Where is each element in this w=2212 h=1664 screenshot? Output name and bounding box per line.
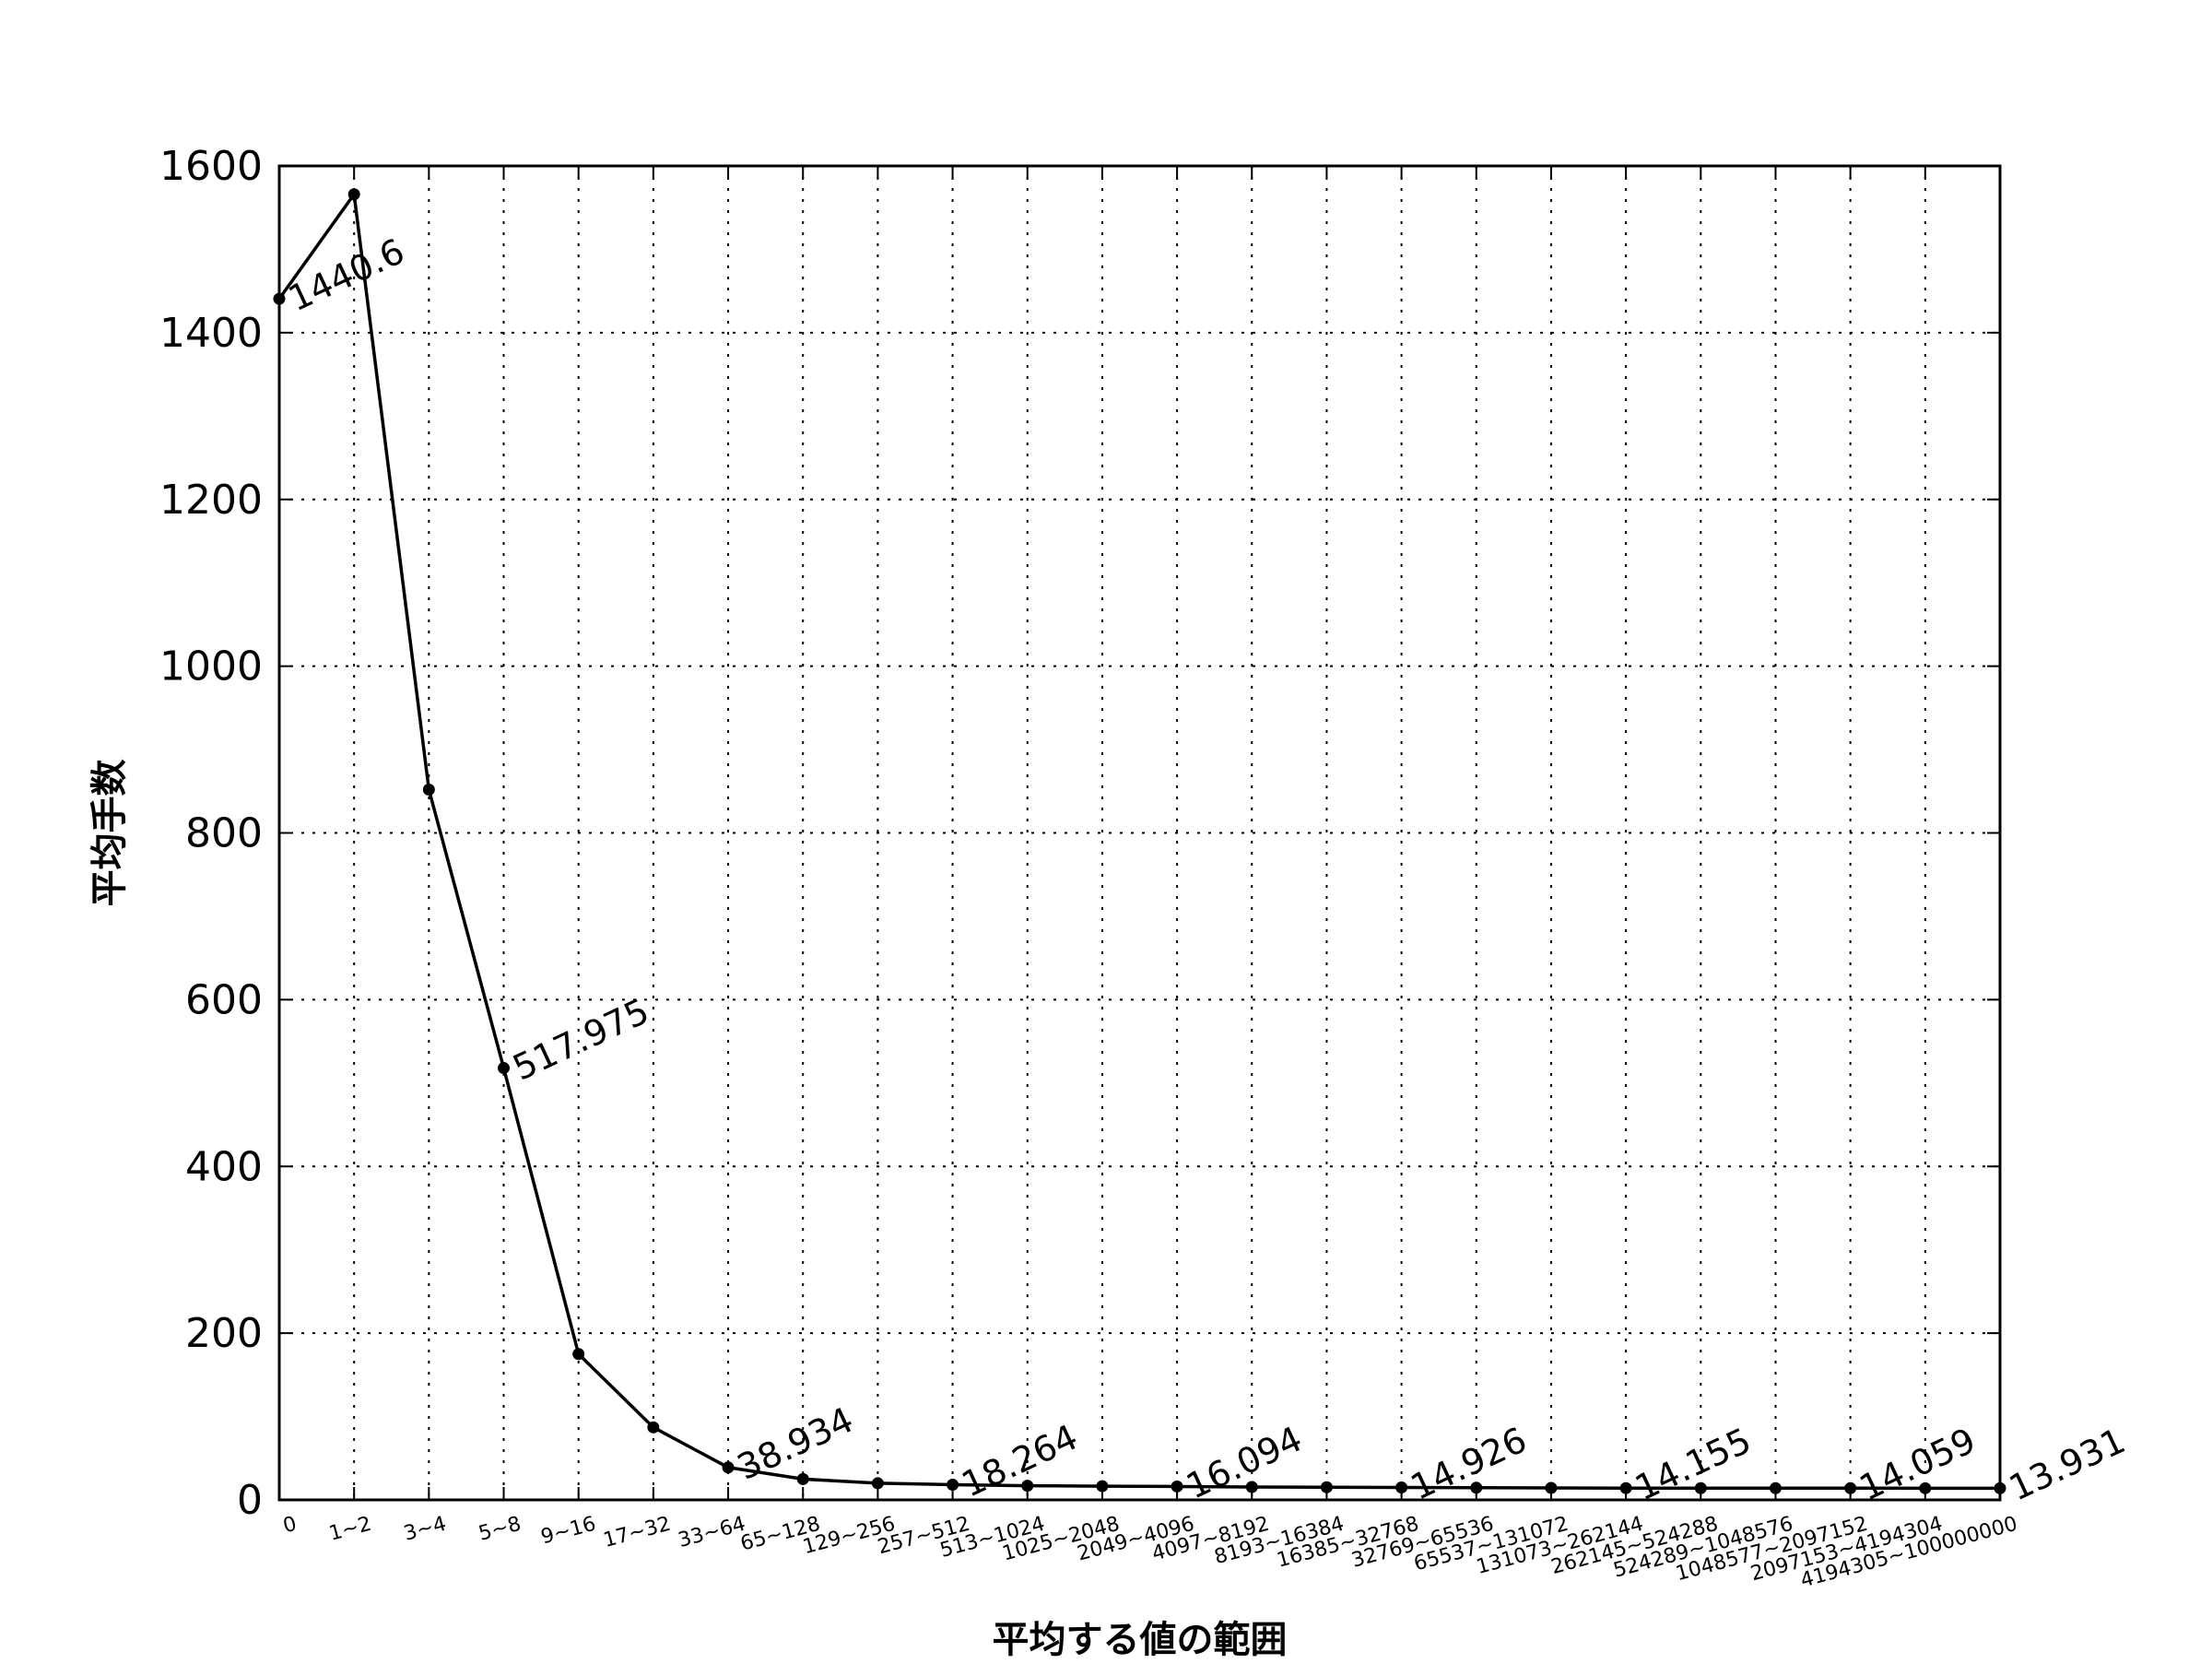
data-point bbox=[871, 1477, 884, 1490]
data-labels: 1440.6 517.975 38.934 18.264 16.094 14.926 14.… bbox=[282, 230, 2131, 1508]
data-point bbox=[1096, 1480, 1109, 1493]
x-tick-label: 3~4 bbox=[402, 1513, 449, 1546]
y-tick-label: 1400 bbox=[159, 310, 263, 357]
y-tick-label: 0 bbox=[237, 1477, 263, 1524]
data-label: 38.934 bbox=[731, 1399, 859, 1488]
data-label: 14.059 bbox=[1853, 1420, 1982, 1508]
y-tick-label: 200 bbox=[185, 1310, 263, 1357]
x-axis-label: 平均する値の範囲 bbox=[993, 1618, 1288, 1659]
series-line bbox=[277, 192, 2001, 1491]
y-tick-label: 1000 bbox=[159, 643, 263, 690]
x-tick-label: 17~32 bbox=[601, 1513, 673, 1552]
x-tick-label: 1~2 bbox=[326, 1513, 373, 1546]
y-tick-label: 600 bbox=[185, 976, 263, 1023]
series-polyline bbox=[277, 192, 2001, 1491]
grid-lines bbox=[279, 166, 2000, 1500]
data-label: 18.264 bbox=[956, 1417, 1084, 1505]
data-point bbox=[1171, 1480, 1183, 1493]
data-points bbox=[273, 188, 2006, 1494]
data-point bbox=[1021, 1480, 1034, 1493]
x-tick-label: 9~16 bbox=[538, 1513, 598, 1550]
x-axis-ticks: 0 1~2 3~4 5~8 9~16 17~32 33~6465~128129~256257… bbox=[278, 166, 2020, 1593]
data-point bbox=[647, 1421, 660, 1434]
y-axis-label: 平均手数 bbox=[88, 760, 131, 907]
data-label: 13.931 bbox=[2003, 1420, 2131, 1508]
data-point bbox=[422, 783, 435, 796]
data-point bbox=[572, 1348, 585, 1361]
data-label: 14.155 bbox=[1629, 1420, 1757, 1508]
data-label: 16.094 bbox=[1180, 1419, 1308, 1507]
x-tick-label: 5~8 bbox=[477, 1513, 524, 1546]
data-point bbox=[347, 188, 360, 201]
y-tick-label: 800 bbox=[185, 810, 263, 857]
x-tick-label: 0 bbox=[281, 1513, 300, 1539]
data-point bbox=[498, 1062, 511, 1075]
y-tick-label: 400 bbox=[185, 1143, 263, 1190]
data-label: 14.926 bbox=[1405, 1420, 1533, 1508]
x-tick-label: 33~64 bbox=[676, 1513, 747, 1552]
y-tick-label: 1600 bbox=[159, 143, 263, 190]
y-axis-ticks: 0 200 400 600 800 1000 1200 1400 1600 bbox=[159, 143, 2000, 1524]
data-point bbox=[1245, 1481, 1258, 1493]
y-tick-label: 1200 bbox=[159, 477, 263, 524]
data-label: 517.975 bbox=[507, 990, 655, 1088]
data-point bbox=[722, 1461, 735, 1474]
data-point bbox=[947, 1478, 959, 1491]
data-label: 1440.6 bbox=[282, 230, 410, 319]
data-point bbox=[796, 1472, 809, 1485]
